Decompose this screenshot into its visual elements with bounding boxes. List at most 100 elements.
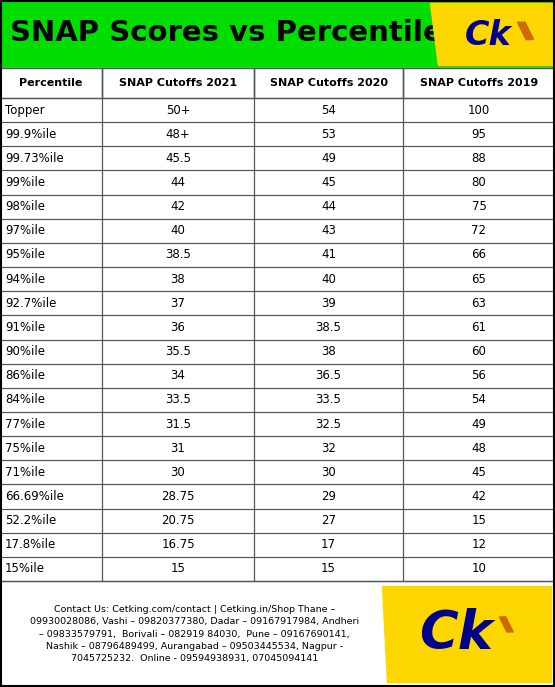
Bar [254, 484, 403, 508]
Bar [403, 484, 555, 508]
Text: 65: 65 [472, 273, 486, 286]
Text: 38: 38 [170, 273, 185, 286]
Text: 63: 63 [472, 297, 486, 310]
Bar [254, 460, 403, 484]
Bar [102, 532, 254, 557]
Bar [403, 532, 555, 557]
Bar [254, 146, 403, 170]
Bar [403, 387, 555, 412]
Text: 33.5: 33.5 [316, 394, 341, 407]
Bar [403, 243, 555, 267]
Bar [403, 122, 555, 146]
Bar [102, 484, 254, 508]
Bar [254, 267, 403, 291]
Text: 54: 54 [321, 104, 336, 117]
Bar [0, 243, 102, 267]
Bar [254, 557, 403, 581]
Bar [102, 339, 254, 363]
Bar [0, 581, 555, 687]
Bar [403, 363, 555, 387]
Bar [102, 387, 254, 412]
Bar [403, 460, 555, 484]
Bar [403, 267, 555, 291]
Bar [0, 267, 102, 291]
Bar [102, 170, 254, 194]
Bar [0, 532, 102, 557]
Bar [254, 170, 403, 194]
Bar [403, 508, 555, 532]
Bar [254, 436, 403, 460]
Bar [254, 194, 403, 218]
Bar [102, 98, 254, 122]
Text: 60: 60 [472, 345, 486, 358]
Bar [0, 98, 102, 122]
Bar [254, 412, 403, 436]
Bar [102, 98, 254, 122]
Bar [0, 98, 102, 122]
Bar [403, 291, 555, 315]
Bar [0, 412, 102, 436]
Bar [403, 508, 555, 532]
Text: 98%ile: 98%ile [5, 200, 45, 213]
Text: 38.5: 38.5 [316, 321, 341, 334]
Text: 15: 15 [472, 514, 486, 527]
Bar [0, 170, 102, 194]
Bar [0, 0, 555, 68]
Bar [0, 267, 102, 291]
Bar [0, 436, 102, 460]
Bar [254, 387, 403, 412]
Bar [0, 339, 102, 363]
Bar [403, 436, 555, 460]
Text: 36.5: 36.5 [315, 369, 341, 382]
Text: 42: 42 [472, 490, 487, 503]
Bar [403, 170, 555, 194]
Text: 95: 95 [472, 128, 486, 141]
Bar [254, 508, 403, 532]
Text: 99%ile: 99%ile [5, 176, 45, 189]
Bar [403, 291, 555, 315]
Text: 28.75: 28.75 [162, 490, 195, 503]
Bar [0, 315, 102, 339]
Text: 15%ile: 15%ile [5, 563, 45, 576]
Bar [102, 122, 254, 146]
Bar [403, 532, 555, 557]
Text: 34: 34 [170, 369, 185, 382]
Bar [403, 194, 555, 218]
Text: 92.7%ile: 92.7%ile [5, 297, 57, 310]
Text: SNAP Cutoffs 2021: SNAP Cutoffs 2021 [119, 78, 237, 88]
Text: 32.5: 32.5 [315, 418, 341, 431]
Bar [254, 532, 403, 557]
Text: 42: 42 [170, 200, 185, 213]
Bar [102, 122, 254, 146]
Bar [254, 218, 403, 243]
Bar [254, 339, 403, 363]
Text: 88: 88 [472, 152, 486, 165]
Bar [403, 122, 555, 146]
Text: 48: 48 [472, 442, 486, 455]
Bar [254, 436, 403, 460]
Bar [0, 581, 555, 687]
Text: 17.8%ile: 17.8%ile [5, 539, 56, 551]
Text: 38.5: 38.5 [165, 249, 191, 262]
Bar [102, 194, 254, 218]
Bar [102, 460, 254, 484]
Bar [0, 218, 102, 243]
Text: 40: 40 [321, 273, 336, 286]
Bar [0, 484, 102, 508]
Bar [254, 412, 403, 436]
Text: 29: 29 [321, 490, 336, 503]
Bar [102, 146, 254, 170]
Bar [0, 532, 102, 557]
Bar [254, 460, 403, 484]
Bar [254, 508, 403, 532]
Text: 90%ile: 90%ile [5, 345, 45, 358]
Bar [254, 68, 403, 98]
Bar [403, 339, 555, 363]
Text: 99.9%ile: 99.9%ile [5, 128, 57, 141]
Bar [254, 363, 403, 387]
Bar [102, 508, 254, 532]
Bar [0, 243, 102, 267]
Bar [102, 315, 254, 339]
Bar [102, 267, 254, 291]
Bar [0, 68, 102, 98]
